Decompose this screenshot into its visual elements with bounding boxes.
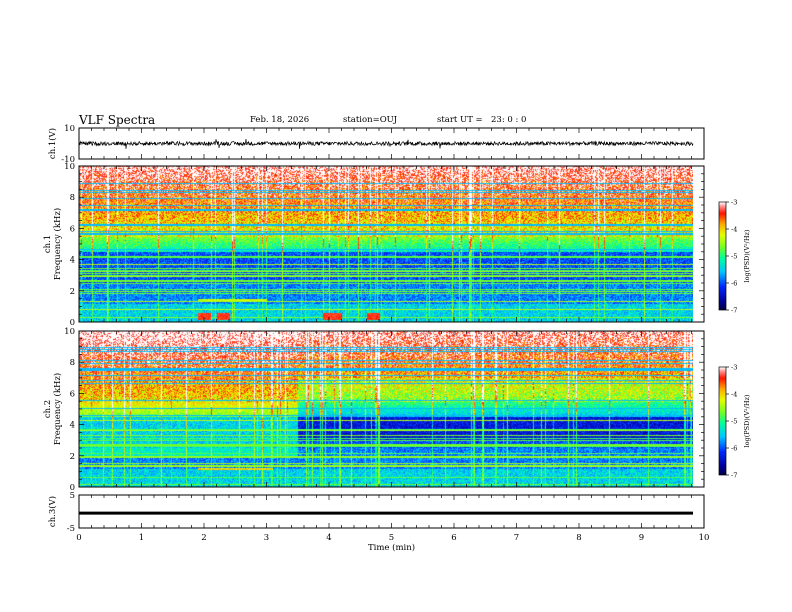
- ch2-spectrogram-ylabel-channel: ch.2: [43, 400, 53, 418]
- ch2-spectrogram-colorbar-tick-label: -5: [731, 418, 737, 426]
- ch3-waveform-ytick-label: -5: [67, 524, 75, 534]
- x-tick-label: 0: [76, 533, 81, 543]
- ch1-waveform-ytick-label: -10: [61, 155, 75, 165]
- ch2-spectrogram-ytick-label: 10: [64, 327, 75, 337]
- start-ut-label: start UT =: [437, 115, 483, 125]
- ch1-spectrogram-colorbar-label: log(PSD)(V²/Hz): [743, 229, 751, 282]
- ch1-spectrogram-ytick-label: 4: [70, 256, 75, 266]
- ch1-spectrogram-colorbar-tick-label: -6: [731, 280, 737, 288]
- ch1-waveform-line: [78, 138, 694, 149]
- ch1-spectrogram-ytick-label: 2: [70, 287, 75, 297]
- ch1-waveform-ytick-label: 10: [64, 124, 75, 134]
- x-tick-label: 9: [639, 533, 644, 543]
- ch2-spectrogram-colorbar-tick-label: -6: [731, 445, 737, 453]
- ch2-spectrogram-colorbar-tick-label: -3: [731, 364, 737, 372]
- ch2-spectrogram-ylabel-frequency: Frequency (kHz): [52, 373, 63, 445]
- ch2-spectrogram-colorbar-tick-label: -7: [731, 472, 737, 480]
- x-tick-label: 1: [139, 533, 144, 543]
- ch1-spectrogram-ylabel-frequency: Frequency (kHz): [52, 208, 63, 280]
- x-tick-label: 7: [514, 533, 519, 543]
- ch2-spectrogram-ytick-label: 0: [70, 483, 75, 493]
- ch2-spectrogram-colorbar-label: log(PSD)(V²/Hz): [743, 394, 751, 447]
- ch2-spectrogram-colorbar-tick-label: -4: [731, 391, 737, 399]
- station-label: station=OUJ: [343, 115, 398, 125]
- ch1-spectrogram-ytick-label: 10: [64, 162, 75, 172]
- ch3-waveform-ylabel: ch.3(V): [47, 496, 58, 527]
- ch1-spectrogram-ytick-label: 0: [70, 318, 75, 328]
- x-tick-label: 2: [201, 533, 206, 543]
- x-tick-label: 5: [389, 533, 394, 543]
- ch2-spectrogram-ytick-label: 8: [70, 358, 75, 368]
- ch2-spectrogram-ytick-label: 4: [70, 421, 75, 431]
- ch1-spectrogram-image: [79, 166, 693, 322]
- figure-title: VLF Spectra: [79, 113, 156, 127]
- ch1-spectrogram-colorbar-tick-label: -7: [731, 307, 737, 315]
- x-tick-label: 10: [699, 533, 710, 543]
- ch2-spectrogram-ytick-label: 6: [70, 389, 75, 399]
- date-label: Feb. 18, 2026: [250, 115, 310, 125]
- start-ut-value: 23: 0 : 0: [491, 115, 527, 125]
- x-tick-label: 6: [451, 533, 456, 543]
- ch1-spectrogram-ylabel-channel: ch.1: [43, 235, 53, 253]
- x-tick-label: 3: [264, 533, 269, 543]
- ch1-spectrogram-colorbar-tick-label: -5: [731, 253, 737, 261]
- ch1-spectrogram-colorbar-tick-label: -4: [731, 226, 737, 234]
- ch1-waveform-ylabel: ch.1(V): [47, 128, 58, 159]
- x-tick-label: 8: [576, 533, 581, 543]
- ch1-colorbar-image: [719, 202, 726, 310]
- ch1-spectrogram-colorbar-tick-label: -3: [731, 199, 737, 207]
- ch1-spectrogram-ytick-label: 6: [70, 224, 75, 234]
- ch2-spectrogram-ytick-label: 2: [70, 452, 75, 462]
- x-tick-label: 4: [326, 533, 331, 543]
- ch3-waveform-ytick-label: 5: [70, 491, 75, 501]
- ch1-spectrogram-ytick-label: 8: [70, 193, 75, 203]
- ch2-colorbar-image: [719, 367, 726, 475]
- x-axis-label: Time (min): [368, 542, 415, 553]
- ch2-spectrogram-image: [79, 331, 693, 487]
